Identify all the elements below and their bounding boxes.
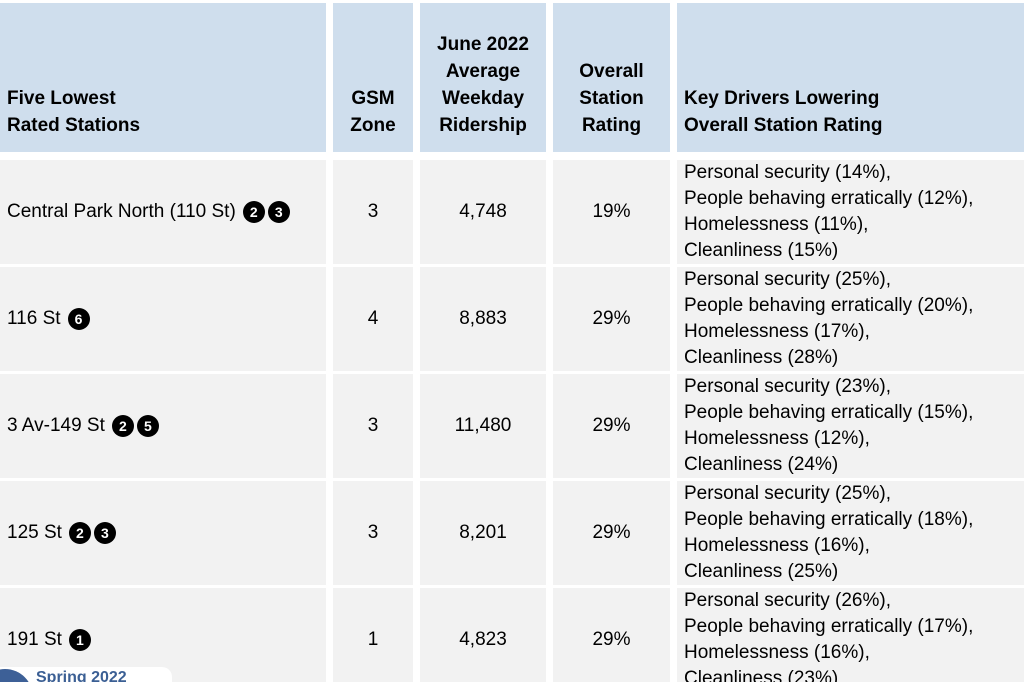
subway-line-bullet: 2: [111, 415, 134, 437]
station-name: 191 St: [7, 629, 62, 650]
gsm-zone-cell: 1: [333, 588, 413, 682]
subway-line-bullet: 3: [93, 522, 116, 544]
header-cell-stations: Five Lowest Rated Stations: [0, 3, 326, 152]
gsm-zone-cell: 3: [333, 374, 413, 478]
station-name: 3 Av-149 St: [7, 415, 105, 436]
subway-line-bullet: 3: [267, 201, 290, 223]
header-cell-rating: Overall Station Rating: [553, 3, 670, 152]
badge-label: Spring 2022: [36, 669, 127, 682]
badge-circle-icon: [0, 669, 33, 682]
key-drivers-cell: Personal security (23%), People behaving…: [677, 374, 1024, 478]
ridership-cell: 8,201: [420, 481, 546, 585]
station-cell: 3 Av-149 St 2 5: [0, 374, 326, 478]
gsm-zone-cell: 4: [333, 267, 413, 371]
header-cell-gsm-zone: GSM Zone: [333, 3, 413, 152]
subway-line-bullet: 1: [68, 629, 91, 651]
gsm-zone-cell: 3: [333, 160, 413, 264]
subway-line-bullet: 2: [242, 201, 265, 223]
key-drivers-cell: Personal security (25%), People behaving…: [677, 481, 1024, 585]
station-cell: 125 St 2 3: [0, 481, 326, 585]
station-cell: Central Park North (110 St) 2 3: [0, 160, 326, 264]
gsm-zone-cell: 3: [333, 481, 413, 585]
rating-cell: 19%: [553, 160, 670, 264]
station-name: 125 St: [7, 522, 62, 543]
subway-line-bullet: 5: [136, 415, 159, 437]
station-name: Central Park North (110 St): [7, 201, 236, 222]
rating-cell: 29%: [553, 481, 670, 585]
rating-cell: 29%: [553, 267, 670, 371]
rating-cell: 29%: [553, 588, 670, 682]
ridership-cell: 8,883: [420, 267, 546, 371]
header-cell-key-drivers: Key Drivers Lowering Overall Station Rat…: [677, 3, 1024, 152]
ridership-cell: 11,480: [420, 374, 546, 478]
ridership-cell: 4,823: [420, 588, 546, 682]
header-cell-ridership: June 2022 Average Weekday Ridership: [420, 3, 546, 152]
key-drivers-cell: Personal security (25%), People behaving…: [677, 267, 1024, 371]
station-cell: 116 St 6: [0, 267, 326, 371]
key-drivers-cell: Personal security (26%), People behaving…: [677, 588, 1024, 682]
rating-cell: 29%: [553, 374, 670, 478]
key-drivers-cell: Personal security (14%), People behaving…: [677, 160, 1024, 264]
survey-period-badge: Spring 2022: [0, 667, 172, 682]
ridership-cell: 4,748: [420, 160, 546, 264]
subway-line-bullet: 6: [67, 308, 90, 330]
station-cell: 191 St 1: [0, 588, 326, 682]
station-name: 116 St: [7, 308, 61, 329]
subway-line-bullet: 2: [68, 522, 91, 544]
